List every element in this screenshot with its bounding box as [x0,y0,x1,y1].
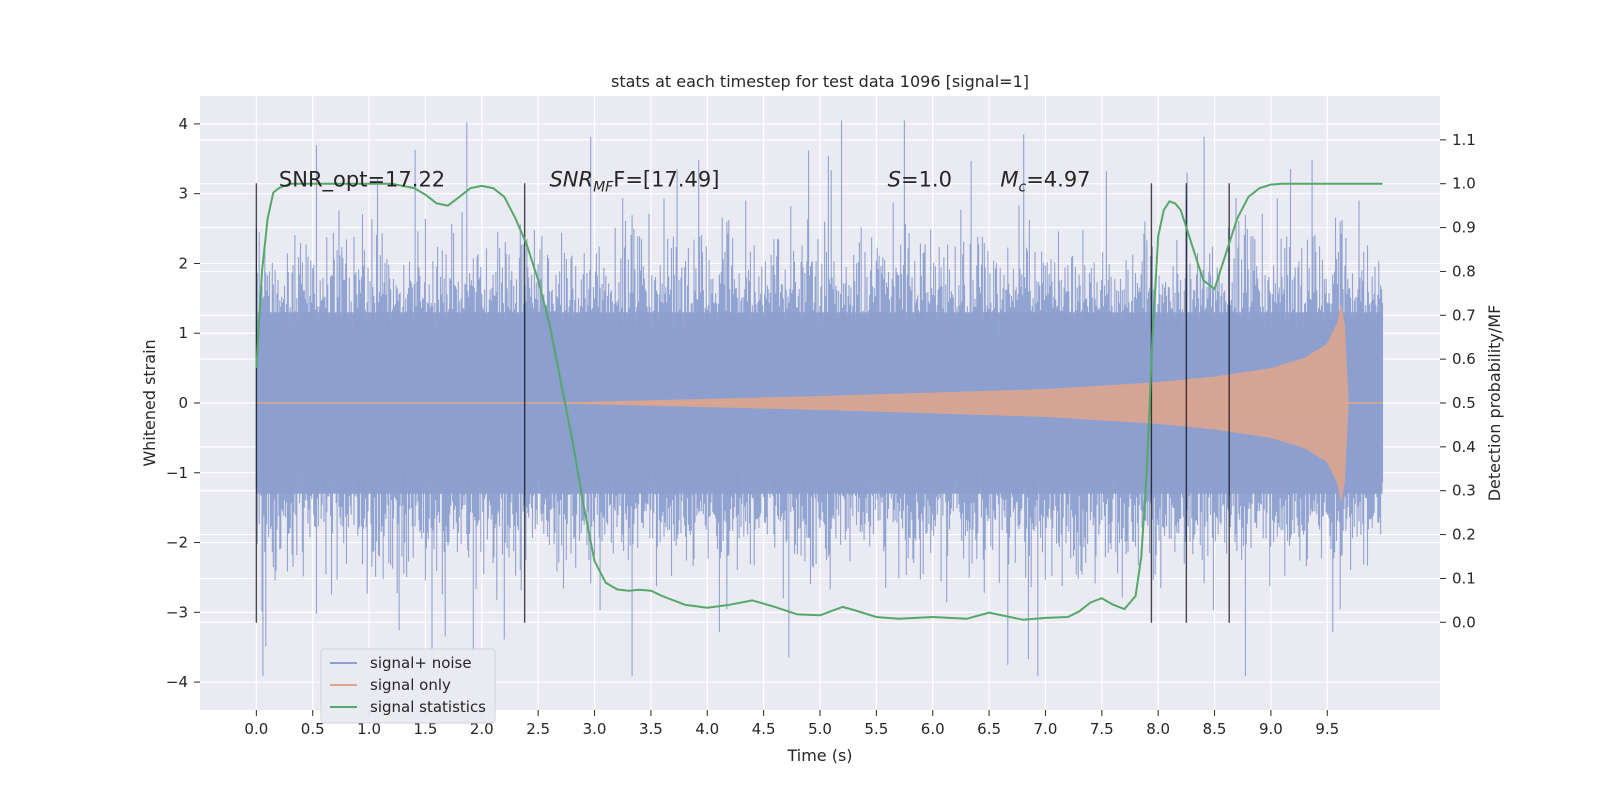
x-tick-label: 3.5 [639,720,663,738]
y-right-tick-label: 0.4 [1452,438,1476,456]
y-right-axis-ticks: 0.0 0.1 0.2 0.3 0.4 0.5 0.6 0.7 0.8 0.9 1.0 1.1 [1440,131,1476,631]
x-tick-label: 1.5 [414,720,438,738]
x-tick-label: 8.0 [1146,720,1170,738]
y-left-axis-ticks: −4 −3 −2 −1 0 1 2 3 4 [166,115,200,691]
x-axis-ticks: 0.0 0.5 1.0 1.5 2.0 2.5 3.0 3.5 4.0 4.5 5.0 5.5 6.0 6… [244,710,1339,738]
y-left-tick-label: 0 [178,394,188,412]
y-right-tick-label: 0.6 [1452,350,1476,368]
y-right-tick-label: 1.0 [1452,175,1476,193]
legend-box [320,648,496,724]
y-right-tick-label: 0.1 [1452,569,1476,587]
vertical-marker-lines [255,183,1230,623]
chart-title: stats at each timestep for test data 109… [611,72,1029,91]
y-left-tick-label: −2 [166,534,188,552]
annotation-2: S=1.0 [888,168,952,192]
y-left-axis-label: Whitened strain [140,339,159,466]
y-right-tick-label: 0.0 [1452,613,1476,631]
y-left-tick-label: 1 [178,324,188,342]
x-tick-label: 0.5 [301,720,325,738]
x-tick-label: 9.5 [1315,720,1339,738]
x-tick-label: 7.0 [1034,720,1058,738]
x-tick-label: 3.0 [583,720,607,738]
x-axis-label: Time (s) [786,746,852,765]
stats-line [255,182,1383,621]
x-tick-label: 6.5 [977,720,1001,738]
y-right-tick-label: 0.9 [1452,219,1476,237]
y-left-tick-label: −4 [166,673,188,691]
y-right-tick-label: 0.8 [1452,262,1476,280]
x-tick-label: 6.0 [921,720,945,738]
y-right-axis-label: Detection probability/MF [1485,305,1504,502]
x-tick-label: 2.5 [526,720,550,738]
series-signal-only [256,302,1383,504]
x-tick-label: 5.0 [808,720,832,738]
annotation-0: SNR_opt=17.22 [279,168,445,193]
x-tick-label: 1.0 [357,720,381,738]
annotation-3: Mc=4.97 [1000,168,1090,196]
x-tick-label: 4.0 [695,720,719,738]
x-tick-label: 7.5 [1090,720,1114,738]
legend-label-signal-only: signal only [370,676,451,694]
x-tick-label: 9.0 [1259,720,1283,738]
legend: signal+ noise signal only signal statist… [320,648,496,724]
y-right-tick-label: 0.5 [1452,394,1476,412]
y-left-tick-label: 4 [178,115,188,133]
y-left-tick-label: −1 [166,464,188,482]
y-right-tick-label: 0.2 [1452,526,1476,544]
series-signal-statistics [255,182,1383,621]
y-right-tick-label: 0.3 [1452,482,1476,500]
y-left-tick-label: 3 [178,185,188,203]
x-tick-label: 5.5 [864,720,888,738]
legend-label-signal-noise: signal+ noise [370,654,472,672]
annotations: SNR_opt=17.22 SNRMFF=[17.49] S=1.0 Mc=4.97 [279,168,1091,196]
x-tick-label: 2.0 [470,720,494,738]
y-right-tick-label: 1.1 [1452,131,1476,149]
x-tick-label: 4.5 [752,720,776,738]
y-right-tick-label: 0.7 [1452,306,1476,324]
legend-label-signal-statistics: signal statistics [370,698,486,716]
y-left-tick-label: 2 [178,254,188,272]
x-tick-label: 8.5 [1203,720,1227,738]
x-tick-label: 0.0 [244,720,268,738]
annotation-1: SNRMFF=[17.49] [549,168,719,196]
y-left-tick-label: −3 [166,603,188,621]
